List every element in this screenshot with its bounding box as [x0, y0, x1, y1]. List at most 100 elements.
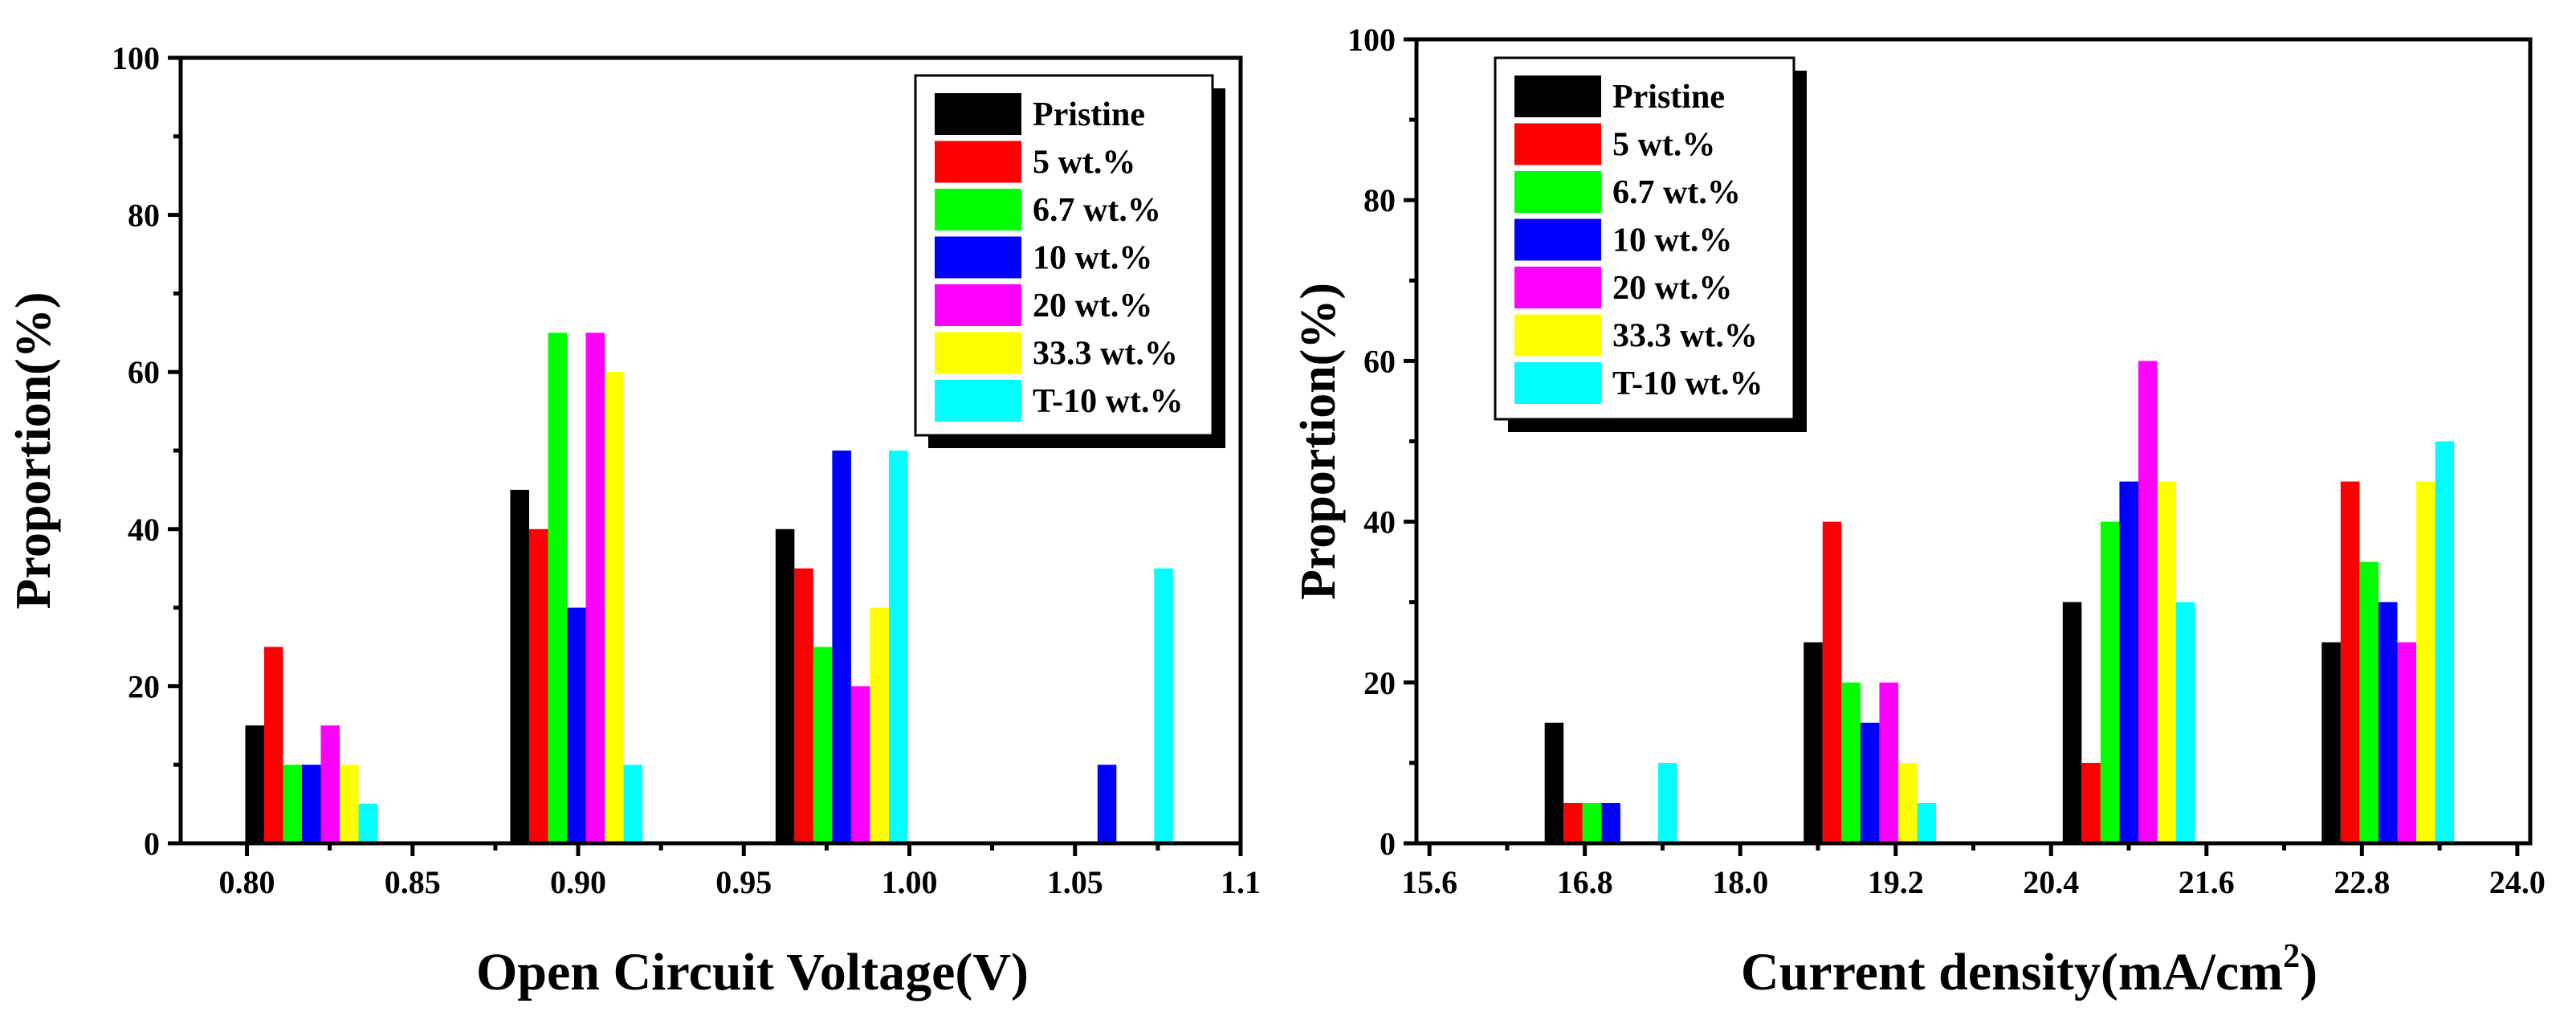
bar-33-3-wt-: [2157, 481, 2177, 843]
bar-33-3-wt-: [870, 607, 889, 843]
x-tick-label: 20.4: [2023, 864, 2079, 900]
bar-pristine: [2321, 642, 2341, 843]
legend-label: Pristine: [1033, 96, 1145, 133]
bar-6-7-wt-: [283, 765, 302, 843]
x-tick-label: 18.0: [1712, 864, 1768, 900]
x-tick-label: 0.95: [715, 864, 772, 900]
bar-pristine: [245, 725, 264, 843]
legend-label: 10 wt.%: [1612, 222, 1732, 259]
x-axis-title: Current density(mA/cm2): [1741, 938, 2317, 1001]
legend-swatch: [935, 189, 1021, 230]
bar-t-10-wt-: [2435, 441, 2455, 843]
bar-10-wt-: [1097, 765, 1117, 843]
y-tick-label: 80: [1363, 182, 1396, 218]
bar-10-wt-: [301, 765, 321, 843]
bar-6-7-wt-: [548, 332, 567, 843]
bar-pristine: [2062, 602, 2082, 843]
bar-6-7-wt-: [813, 647, 833, 843]
x-tick-label: 0.80: [219, 864, 275, 900]
legend-swatch: [1514, 123, 1601, 165]
legend-label: 6.7 wt.%: [1033, 192, 1161, 229]
bar-10-wt-: [1601, 802, 1620, 843]
bar-pristine: [1544, 722, 1564, 843]
legend-label: 10 wt.%: [1033, 240, 1152, 277]
bar-5-wt-: [2081, 762, 2101, 843]
legend-swatch: [1514, 171, 1601, 213]
legend-swatch: [935, 332, 1021, 374]
bar-5-wt-: [1563, 802, 1583, 843]
x-tick-label: 16.8: [1557, 864, 1613, 900]
bar-5-wt-: [528, 528, 548, 843]
bar-20-wt-: [320, 725, 340, 843]
legend-swatch: [935, 284, 1021, 326]
bar-10-wt-: [2378, 602, 2398, 843]
legend-swatch: [1514, 362, 1601, 404]
bar-6-7-wt-: [2100, 521, 2120, 843]
legend-label: Pristine: [1612, 79, 1725, 116]
bar-t-10-wt-: [1657, 762, 1677, 843]
bar-t-10-wt-: [358, 804, 378, 843]
y-tick-label: 40: [1363, 504, 1396, 541]
bar-6-7-wt-: [1582, 802, 1602, 843]
legend-swatch: [1514, 75, 1601, 117]
x-tick-label: 22.8: [2333, 864, 2390, 900]
x-tick-label: 21.6: [2179, 864, 2235, 900]
bar-6-7-wt-: [1841, 682, 1861, 843]
x-tick-label: 24.0: [2489, 864, 2545, 900]
bar-33-3-wt-: [1897, 762, 1918, 843]
y-axis-title: Proportion(%): [6, 292, 61, 610]
chart-1: 0 20 40 60 80 100 0.80 0.85 0.90 0.95 1.00 1.05 1.1 P…: [6, 40, 1261, 1001]
bar-t-10-wt-: [623, 765, 643, 843]
legend-label: 5 wt.%: [1033, 145, 1135, 182]
bar-5-wt-: [1822, 521, 1842, 843]
x-tick-label: 0.90: [550, 864, 606, 900]
y-tick-label: 80: [128, 198, 160, 234]
bar-20-wt-: [850, 686, 870, 843]
bar-20-wt-: [1879, 682, 1898, 843]
bar-33-3-wt-: [605, 372, 624, 843]
legend-swatch: [1514, 218, 1601, 261]
bar-10-wt-: [1860, 722, 1880, 843]
bar-t-10-wt-: [1917, 802, 1937, 843]
legend-label: 33.3 wt.%: [1033, 336, 1178, 373]
bar-5-wt-: [263, 647, 283, 843]
legend-label: 6.7 wt.%: [1612, 174, 1741, 211]
legend-swatch: [935, 380, 1021, 422]
x-axis-title-end: ): [2300, 943, 2317, 1001]
legend-label: 20 wt.%: [1612, 270, 1732, 307]
bar-10-wt-: [566, 607, 586, 843]
legend-label: 5 wt.%: [1612, 127, 1715, 164]
bar-20-wt-: [2138, 361, 2158, 843]
legend-label: 33.3 wt.%: [1612, 318, 1758, 355]
y-tick-label: 100: [112, 40, 160, 76]
legend-swatch: [1514, 314, 1601, 357]
x-tick-label: 0.85: [385, 864, 441, 900]
x-axis-title: Open Circuit Voltage(V): [476, 943, 1029, 1001]
y-axis-title: Proportion(%): [1291, 283, 1346, 600]
x-tick-label: 15.6: [1401, 864, 1457, 900]
legend-label: T-10 wt.%: [1033, 383, 1183, 420]
y-tick-label: 0: [144, 826, 160, 862]
chart-2: 0 20 40 60 80 100 15.6 16.8 18.0 19.2 20.4 21.6 22.8…: [1291, 22, 2545, 1001]
bar-pristine: [775, 528, 795, 843]
legend-label: T-10 wt.%: [1612, 365, 1763, 402]
legend-swatch: [1514, 267, 1601, 308]
legend-swatch: [935, 93, 1021, 135]
bar-10-wt-: [2119, 481, 2138, 843]
x-axis-title-superscript: 2: [2283, 938, 2300, 975]
x-tick-label: 1.05: [1047, 864, 1103, 900]
legend-label: 20 wt.%: [1033, 288, 1152, 324]
x-tick-label: 1.00: [882, 864, 938, 900]
bar-33-3-wt-: [340, 765, 359, 843]
bar-pristine: [1804, 642, 1823, 843]
legend-swatch: [935, 141, 1021, 183]
y-tick-label: 60: [128, 354, 160, 390]
legend: Pristine 5 wt.% 6.7 wt.% 10 wt.% 20 wt.% 33.3…: [1494, 56, 1807, 432]
bar-20-wt-: [2397, 642, 2417, 843]
bar-33-3-wt-: [2416, 481, 2435, 843]
legend: Pristine 5 wt.% 6.7 wt.% 10 wt.% 20 wt.% 33.3…: [914, 74, 1225, 448]
bar-6-7-wt-: [2359, 561, 2378, 843]
bar-5-wt-: [794, 568, 813, 843]
legend-swatch: [935, 236, 1021, 279]
